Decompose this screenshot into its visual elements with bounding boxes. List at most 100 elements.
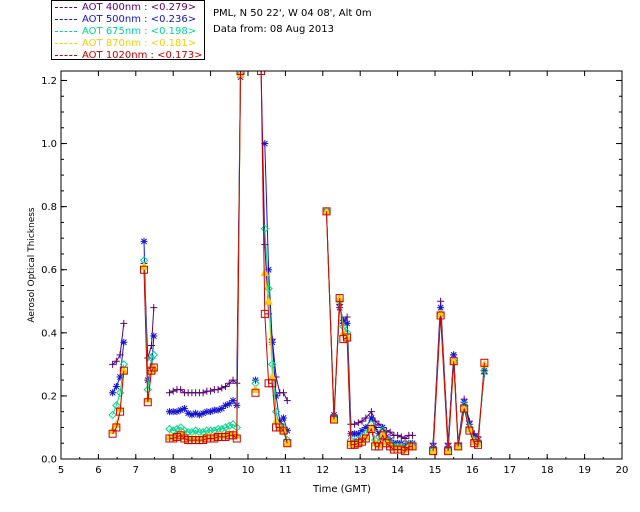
data-point xyxy=(207,408,215,416)
legend-swatch xyxy=(55,30,77,32)
series-line xyxy=(143,269,155,403)
data-point xyxy=(218,384,226,392)
legend-item-1020nm: AOT 1020nm : <0.173> xyxy=(55,50,202,62)
x-tick-label: 16 xyxy=(466,465,479,476)
legend-item-400nm: AOT 400nm : <0.279> xyxy=(55,2,196,14)
data-point xyxy=(257,71,266,75)
data-point xyxy=(354,430,362,438)
series-line xyxy=(169,74,241,394)
x-tick-label: 14 xyxy=(391,465,404,476)
x-tick-label: 13 xyxy=(354,465,367,476)
data-point xyxy=(188,411,196,419)
data-point xyxy=(236,71,245,75)
legend-label: AOT 1020nm : <0.173> xyxy=(82,50,203,61)
data-point xyxy=(437,304,445,312)
legend-label: AOT 870nm : <0.181> xyxy=(82,38,197,49)
x-tick-label: 19 xyxy=(578,465,591,476)
data-point xyxy=(279,426,288,435)
data-point xyxy=(214,406,222,414)
data-point xyxy=(177,406,185,414)
data-point xyxy=(165,389,173,397)
data-point xyxy=(358,417,366,425)
data-point xyxy=(149,350,158,360)
series-line xyxy=(326,211,413,452)
data-point xyxy=(222,382,230,390)
y-tick-label: 0.8 xyxy=(41,202,57,213)
series-line xyxy=(112,342,125,394)
x-tick-label: 10 xyxy=(242,465,255,476)
x-tick-label: 17 xyxy=(503,465,516,476)
series xyxy=(108,71,489,455)
data-point xyxy=(232,434,241,443)
data-point xyxy=(119,366,128,375)
data-point xyxy=(147,353,156,363)
data-point xyxy=(264,296,273,305)
y-tick-label: 0.2 xyxy=(41,391,57,402)
data-point xyxy=(339,316,347,324)
data-point xyxy=(108,410,117,420)
data-point xyxy=(165,408,173,416)
data-point xyxy=(184,409,192,417)
data-point xyxy=(283,397,291,405)
y-tick-label: 0.6 xyxy=(41,265,57,276)
data-point xyxy=(210,406,218,414)
series xyxy=(108,71,489,454)
data-point xyxy=(280,389,288,397)
data-point xyxy=(229,376,237,384)
series-line xyxy=(432,307,485,447)
series-line xyxy=(112,364,125,415)
data-point xyxy=(408,442,417,451)
data-point xyxy=(354,419,362,427)
legend-item-870nm: AOT 870nm : <0.181> xyxy=(55,38,196,50)
data-point xyxy=(150,304,158,312)
series-line xyxy=(169,71,241,441)
legend: AOT 400nm : <0.279> AOT 500nm : <0.236> … xyxy=(51,0,205,62)
data-point xyxy=(361,434,370,443)
data-point xyxy=(480,358,489,367)
data-point xyxy=(177,386,185,394)
series-line xyxy=(169,74,241,433)
y-axis-label: Aerosol Optical Thickness xyxy=(27,207,37,323)
data-point xyxy=(120,319,128,327)
data-point xyxy=(112,423,121,432)
data-point xyxy=(109,360,117,368)
data-point xyxy=(203,408,211,416)
data-point xyxy=(149,363,158,372)
data-point xyxy=(260,268,270,277)
data-point xyxy=(140,265,149,274)
data-point xyxy=(199,389,207,397)
data-point xyxy=(225,400,233,408)
series-line xyxy=(326,211,413,448)
x-tick-label: 20 xyxy=(616,465,629,476)
data-point xyxy=(218,405,226,413)
y-tick-label: 0.0 xyxy=(41,455,57,466)
legend-label: AOT 500nm : <0.236> xyxy=(82,14,197,25)
x-tick-label: 12 xyxy=(316,465,329,476)
legend-swatch xyxy=(55,54,77,56)
data-point xyxy=(140,237,148,245)
x-tick-label: 9 xyxy=(207,465,213,476)
data-point xyxy=(454,442,463,451)
data-point xyxy=(207,387,215,395)
data-point xyxy=(222,401,230,409)
legend-swatch xyxy=(55,6,77,8)
legend-item-500nm: AOT 500nm : <0.236> xyxy=(55,14,196,26)
legend-label: AOT 400nm : <0.279> xyxy=(82,2,197,13)
x-tick-label: 7 xyxy=(133,465,139,476)
data-point xyxy=(115,388,125,397)
data-point xyxy=(169,408,177,416)
data-point xyxy=(343,319,351,327)
data-point xyxy=(180,405,188,413)
data-point xyxy=(409,431,417,439)
legend-swatch xyxy=(55,42,77,44)
data-point xyxy=(261,240,269,248)
data-point xyxy=(199,409,207,417)
data-point xyxy=(335,294,344,303)
data-point xyxy=(397,433,405,441)
data-point xyxy=(109,389,117,397)
data-point xyxy=(268,338,276,346)
data-point xyxy=(251,388,260,397)
series-line xyxy=(432,313,485,452)
series xyxy=(108,71,489,456)
data-point xyxy=(116,373,124,381)
